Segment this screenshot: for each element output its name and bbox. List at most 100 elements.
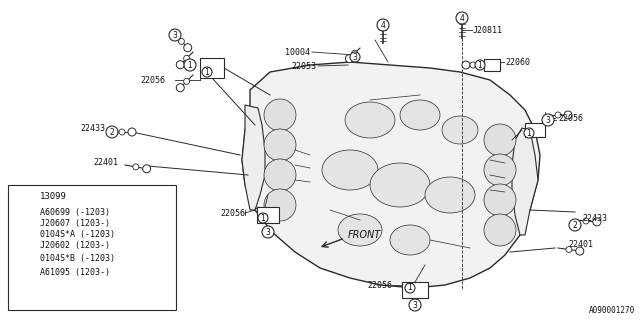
Circle shape xyxy=(462,61,470,69)
Circle shape xyxy=(379,21,387,29)
Ellipse shape xyxy=(338,214,382,246)
Text: 22401: 22401 xyxy=(93,157,118,166)
Text: 1: 1 xyxy=(527,129,531,138)
Bar xyxy=(402,282,428,298)
Text: 22433: 22433 xyxy=(582,213,607,222)
Circle shape xyxy=(475,60,485,70)
Text: 22053: 22053 xyxy=(291,61,316,70)
Text: FRONT: FRONT xyxy=(348,230,381,240)
Circle shape xyxy=(564,111,572,119)
Text: 2: 2 xyxy=(20,215,24,221)
Circle shape xyxy=(409,299,421,311)
Text: 3: 3 xyxy=(413,300,417,309)
Text: J20602 (1203-): J20602 (1203-) xyxy=(40,241,110,250)
Text: 22060: 22060 xyxy=(505,58,530,67)
Circle shape xyxy=(119,129,125,135)
Circle shape xyxy=(184,59,196,71)
Circle shape xyxy=(583,218,589,224)
Text: 22401: 22401 xyxy=(568,239,593,249)
Circle shape xyxy=(350,52,360,62)
Ellipse shape xyxy=(390,225,430,255)
Circle shape xyxy=(176,61,184,69)
Circle shape xyxy=(458,14,466,22)
Circle shape xyxy=(484,184,516,216)
Circle shape xyxy=(143,165,150,173)
Text: A60699 (-1203): A60699 (-1203) xyxy=(40,207,110,217)
Circle shape xyxy=(484,124,516,156)
Polygon shape xyxy=(242,62,540,288)
Ellipse shape xyxy=(400,100,440,130)
Circle shape xyxy=(106,126,118,138)
Circle shape xyxy=(262,226,274,238)
Ellipse shape xyxy=(425,177,475,213)
Text: 4: 4 xyxy=(20,262,24,268)
Circle shape xyxy=(593,218,601,226)
Text: 22056: 22056 xyxy=(140,76,165,84)
Text: 0104S*B (-1203): 0104S*B (-1203) xyxy=(40,254,115,263)
Circle shape xyxy=(15,189,29,203)
Ellipse shape xyxy=(345,102,395,138)
Circle shape xyxy=(133,164,139,170)
Text: 1: 1 xyxy=(205,68,209,76)
Circle shape xyxy=(184,55,189,61)
Circle shape xyxy=(346,55,353,63)
Text: 1: 1 xyxy=(20,193,24,199)
Text: 1: 1 xyxy=(477,60,483,69)
Polygon shape xyxy=(512,128,538,235)
Text: 3: 3 xyxy=(173,30,177,39)
Bar xyxy=(484,59,500,71)
Text: A61095 (1203-): A61095 (1203-) xyxy=(40,268,110,277)
Text: 22056: 22056 xyxy=(558,114,583,123)
Circle shape xyxy=(576,247,584,255)
Bar xyxy=(200,58,224,78)
Ellipse shape xyxy=(370,163,430,207)
Circle shape xyxy=(169,29,181,41)
Circle shape xyxy=(484,154,516,186)
Circle shape xyxy=(258,213,268,223)
Text: 13099: 13099 xyxy=(40,191,67,201)
Text: 1: 1 xyxy=(188,60,193,69)
Text: 1: 1 xyxy=(260,213,266,222)
Circle shape xyxy=(264,189,296,221)
Text: A090001270: A090001270 xyxy=(589,306,635,315)
Circle shape xyxy=(202,67,212,77)
Circle shape xyxy=(128,128,136,136)
Circle shape xyxy=(377,19,389,31)
Circle shape xyxy=(352,50,358,56)
Circle shape xyxy=(405,283,415,293)
Text: 4: 4 xyxy=(381,20,385,29)
Bar xyxy=(257,207,279,223)
Text: 2: 2 xyxy=(109,127,115,137)
Text: 3: 3 xyxy=(545,116,550,124)
Circle shape xyxy=(15,258,29,272)
Text: J20811: J20811 xyxy=(473,26,503,35)
Circle shape xyxy=(484,214,516,246)
Polygon shape xyxy=(242,105,265,210)
Circle shape xyxy=(456,12,468,24)
Text: 3: 3 xyxy=(353,52,357,61)
Text: 4: 4 xyxy=(460,13,465,22)
Text: 10004: 10004 xyxy=(285,47,310,57)
Text: 2: 2 xyxy=(573,220,577,229)
Circle shape xyxy=(555,112,561,118)
Circle shape xyxy=(264,159,296,191)
Text: 3: 3 xyxy=(266,228,271,236)
Circle shape xyxy=(15,211,29,225)
Circle shape xyxy=(184,44,192,52)
Circle shape xyxy=(569,219,581,231)
Text: 3: 3 xyxy=(20,237,24,243)
Text: 22056: 22056 xyxy=(367,281,392,290)
Circle shape xyxy=(524,128,534,138)
Circle shape xyxy=(542,114,554,126)
Text: 22056: 22056 xyxy=(220,209,245,218)
Circle shape xyxy=(184,78,189,84)
Circle shape xyxy=(566,246,572,252)
Circle shape xyxy=(264,129,296,161)
Text: 1: 1 xyxy=(408,284,412,292)
Ellipse shape xyxy=(322,150,378,190)
Text: J20607 (1203-): J20607 (1203-) xyxy=(40,219,110,228)
Circle shape xyxy=(179,38,184,44)
Ellipse shape xyxy=(442,116,478,144)
Text: 0104S*A (-1203): 0104S*A (-1203) xyxy=(40,229,115,238)
Bar xyxy=(8,185,176,310)
